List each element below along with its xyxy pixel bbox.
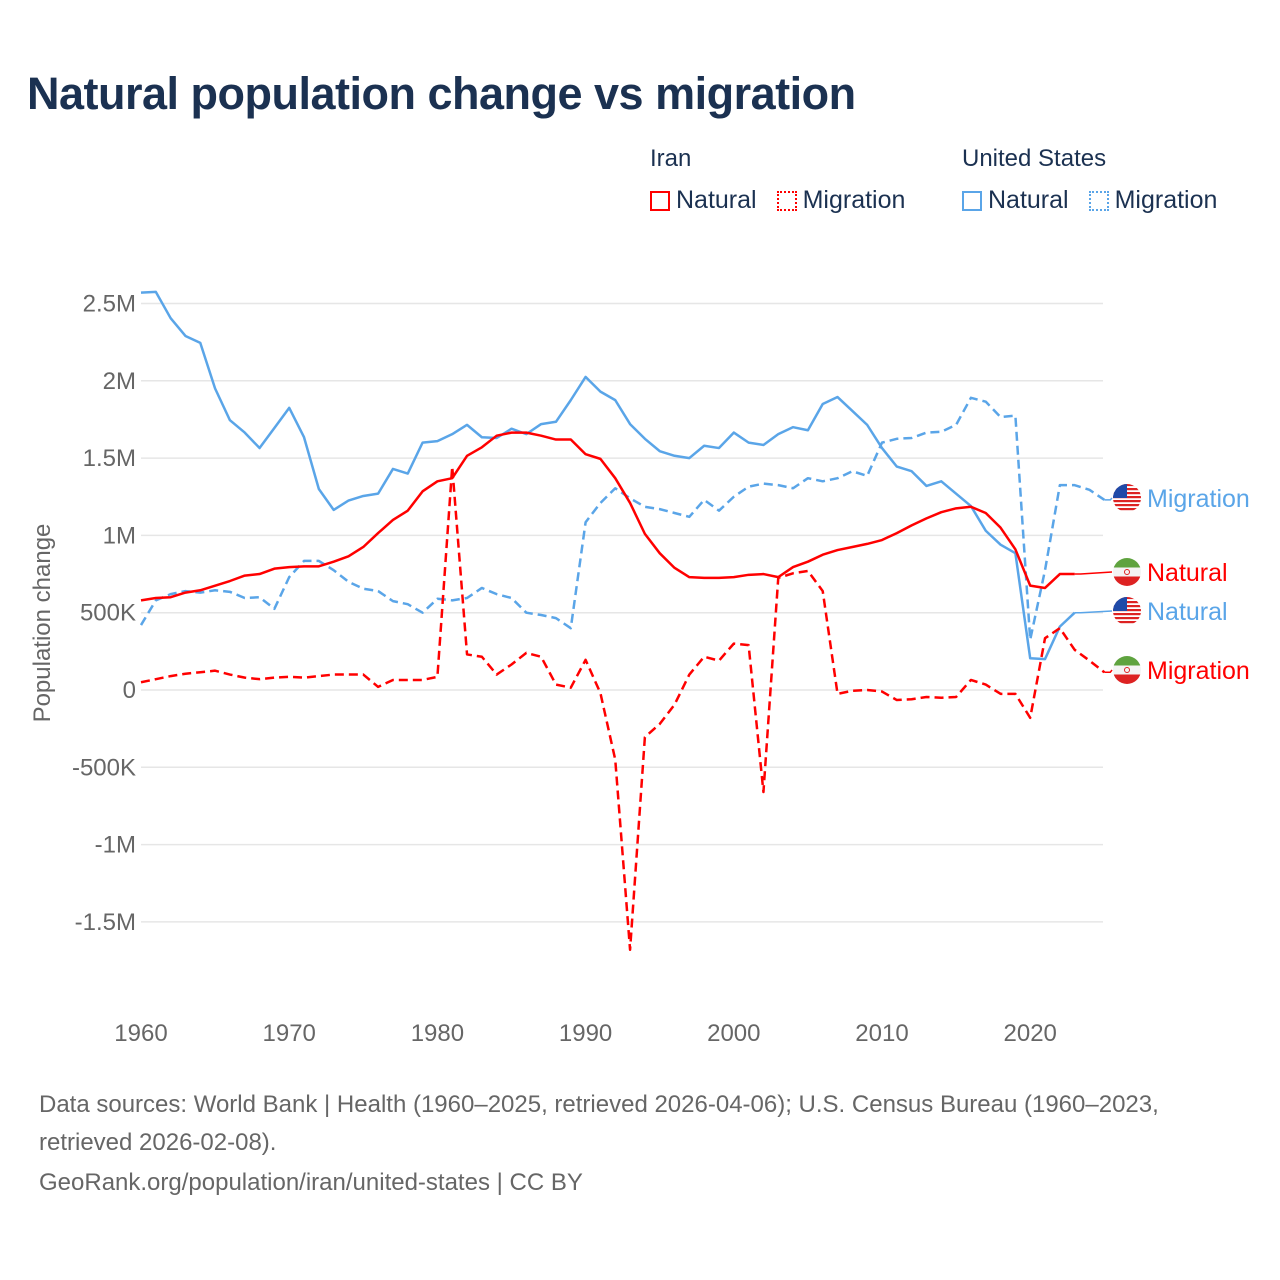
dotted-swatch-icon: [1088, 190, 1109, 211]
x-tick-label: 2000: [707, 1020, 760, 1047]
iran-flag-icon: [1113, 558, 1141, 586]
label-connector: [1104, 669, 1113, 673]
us-flag-icon: [1113, 597, 1141, 624]
x-tick-label: 1980: [411, 1020, 464, 1047]
label-connector: [1104, 497, 1113, 501]
legend-item-us-migration[interactable]: Migration: [1088, 186, 1218, 215]
solid-swatch-icon: [962, 190, 982, 211]
legend-us-items: Natural Migration: [962, 186, 1237, 215]
series-end-label: Natural: [1147, 598, 1228, 626]
legend-group-us: United States: [962, 145, 1107, 172]
x-tick-label: 2010: [855, 1020, 908, 1047]
solid-swatch-icon: [650, 190, 670, 211]
y-tick-label: -500K: [72, 754, 136, 781]
y-tick-label: -1.5M: [75, 909, 136, 936]
legend-label: Natural: [676, 186, 757, 214]
legend-item-iran-natural[interactable]: Natural: [650, 186, 757, 215]
y-tick-label: 500K: [80, 600, 136, 627]
legend-label: Natural: [988, 186, 1069, 214]
x-tick-label: 1990: [559, 1020, 612, 1047]
legend-iran-items: Natural Migration: [650, 186, 925, 215]
series-line-united-states-migration: [139, 396, 1106, 642]
chart-title: Natural population change vs migration: [27, 68, 856, 119]
y-tick-label: 1M: [103, 522, 136, 549]
legend-item-us-natural[interactable]: Natural: [962, 186, 1069, 215]
legend-item-iran-migration[interactable]: Migration: [776, 186, 906, 215]
credit-link[interactable]: GeoRank.org/population/iran/united-state…: [39, 1169, 583, 1196]
label-connector: [1074, 610, 1113, 614]
legend-label: Migration: [1114, 186, 1218, 214]
x-tick-label: 1960: [114, 1020, 167, 1047]
y-tick-label: 1.5M: [83, 445, 136, 472]
x-tick-label: 2020: [1004, 1020, 1057, 1047]
x-tick-label: 1970: [263, 1020, 316, 1047]
iran-flag-icon: [1113, 656, 1141, 684]
y-tick-label: 0: [123, 677, 136, 704]
y-tick-label: -1M: [95, 832, 136, 859]
series-line-iran-migration: [140, 465, 1106, 951]
data-sources: Data sources: World Bank | Health (1960–…: [39, 1091, 1159, 1156]
legend-group-iran: Iran: [650, 145, 692, 172]
series-line-united-states-natural: [140, 290, 1076, 661]
us-flag-icon: [1113, 484, 1141, 511]
series-line-iran-natural: [140, 431, 1075, 602]
series-end-label: Natural: [1147, 559, 1228, 587]
dotted-swatch-icon: [776, 190, 797, 211]
y-tick-label: 2M: [103, 368, 136, 395]
series-end-label: Migration: [1147, 485, 1250, 513]
series-end-label: Migration: [1147, 657, 1250, 685]
legend-label: Migration: [802, 186, 906, 214]
y-axis-label: Population change: [29, 524, 56, 723]
y-tick-label: 2.5M: [83, 291, 136, 318]
label-connector: [1074, 571, 1113, 575]
